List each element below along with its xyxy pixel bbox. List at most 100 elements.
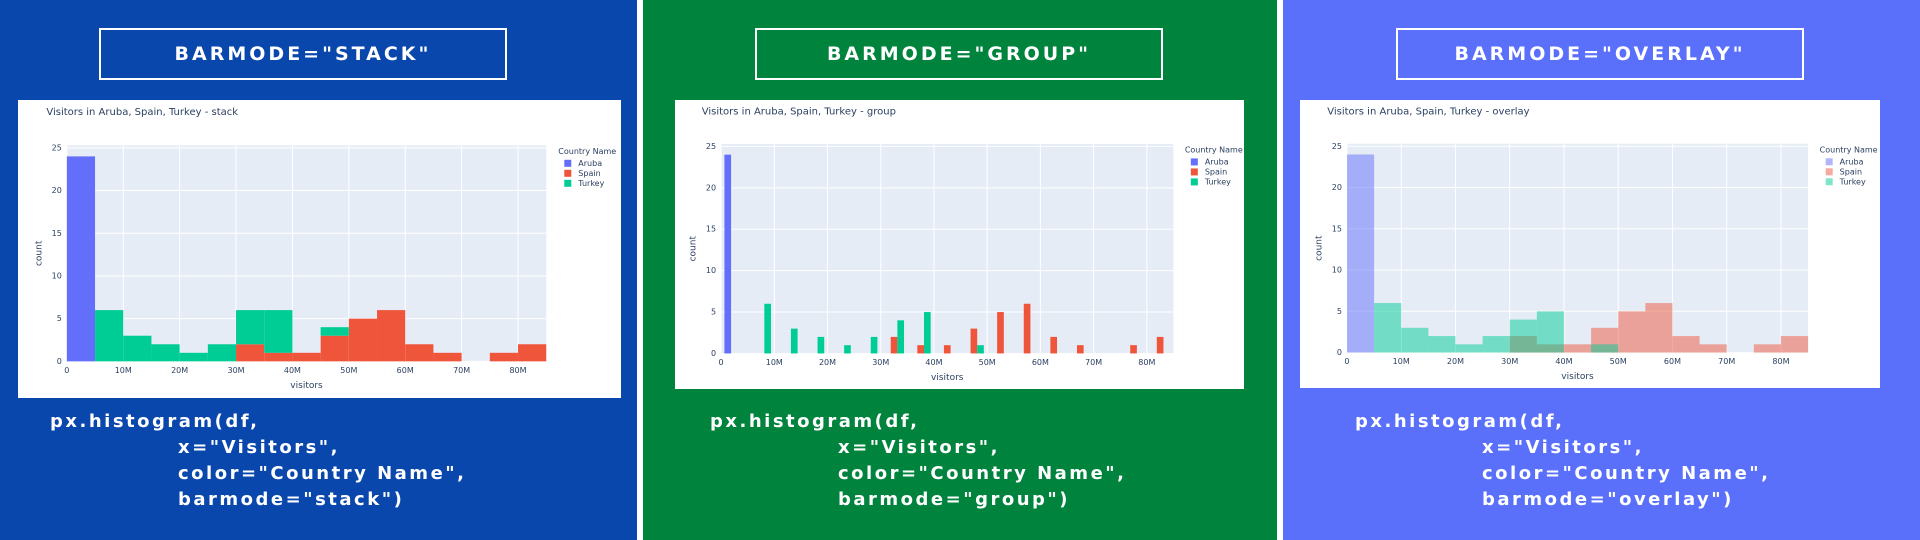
- chart-title: Visitors in Aruba, Spain, Turkey - overl…: [1327, 107, 1529, 118]
- histogram-bar: [997, 312, 1004, 354]
- x-tick-label: 70M: [1085, 358, 1102, 367]
- histogram-bar: [95, 310, 124, 362]
- y-tick-label: 15: [706, 225, 716, 234]
- legend-label: Spain: [1205, 167, 1227, 176]
- histogram-bar: [1455, 344, 1483, 353]
- histogram-bar: [236, 344, 265, 362]
- legend-swatch: [564, 179, 572, 187]
- histogram-bar: [1699, 344, 1727, 353]
- y-tick-label: 5: [57, 314, 62, 323]
- histogram-bar: [970, 328, 978, 354]
- x-tick-label: 80M: [509, 366, 526, 375]
- x-axis-label: visitors: [1561, 372, 1594, 382]
- histogram-bar: [1509, 319, 1537, 353]
- code-line: x="Visitors",: [838, 437, 1001, 458]
- histogram-bar: [236, 310, 265, 345]
- histogram-bar: [320, 327, 349, 336]
- panel-heading: BARMODE="STACK": [99, 28, 507, 80]
- panel-heading: BARMODE="GROUP": [755, 28, 1163, 80]
- histogram-bar: [1050, 336, 1058, 354]
- panel-heading: BARMODE="OVERLAY": [1396, 28, 1804, 80]
- legend-swatch: [564, 159, 572, 167]
- histogram-bar: [1563, 344, 1592, 353]
- x-tick-label: 10M: [115, 366, 132, 375]
- code-line: barmode="stack"): [178, 489, 405, 510]
- histogram-bar: [790, 328, 798, 354]
- histogram-bar: [489, 352, 519, 362]
- code-line: px.histogram(df,: [50, 411, 260, 432]
- x-tick-label: 60M: [1032, 358, 1049, 367]
- histogram-bar: [377, 310, 406, 362]
- y-tick-label: 0: [1337, 348, 1342, 357]
- chart: Visitors in Aruba, Spain, Turkey - group…: [675, 100, 1244, 389]
- histogram-bar: [320, 335, 349, 362]
- x-tick-label: 10M: [766, 358, 783, 367]
- code-line: x="Visitors",: [1482, 437, 1645, 458]
- y-tick-label: 0: [711, 349, 716, 358]
- histogram-bar: [66, 156, 96, 362]
- legend-label: Aruba: [578, 159, 602, 168]
- chart: Visitors in Aruba, Spain, Turkey - overl…: [1300, 100, 1880, 388]
- histogram-bar: [405, 344, 434, 362]
- histogram-bar: [1156, 336, 1164, 354]
- histogram-bar: [890, 336, 898, 354]
- x-tick-label: 0: [64, 366, 69, 375]
- code-line: barmode="overlay"): [1482, 489, 1734, 510]
- histogram-bar: [1645, 303, 1673, 353]
- histogram-bar: [724, 154, 732, 354]
- y-axis-label: count: [34, 240, 44, 266]
- histogram-bar: [264, 352, 293, 362]
- legend-title: Country Name: [558, 147, 616, 156]
- legend-swatch: [1825, 158, 1833, 166]
- legend-label: Spain: [1840, 167, 1862, 176]
- code-line: px.histogram(df,: [710, 411, 920, 432]
- histogram-bar: [1076, 345, 1084, 354]
- y-tick-label: 5: [711, 308, 716, 317]
- x-tick-label: 80M: [1138, 358, 1155, 367]
- histogram-bar: [151, 344, 180, 362]
- legend-swatch: [1190, 168, 1198, 176]
- legend-swatch: [1825, 178, 1833, 186]
- x-tick-label: 30M: [872, 358, 889, 367]
- plot-area: [721, 143, 1174, 354]
- histogram-bar: [1753, 344, 1781, 353]
- plot-area: [66, 145, 547, 362]
- y-axis-label: count: [1314, 235, 1324, 261]
- legend-swatch: [1825, 168, 1833, 176]
- histogram-bar: [1591, 344, 1619, 353]
- chart-title: Visitors in Aruba, Spain, Turkey - stack: [46, 107, 238, 118]
- chart: Visitors in Aruba, Spain, Turkey - stack…: [18, 100, 621, 398]
- y-tick-label: 15: [1332, 224, 1342, 233]
- histogram-bar: [1401, 327, 1429, 353]
- x-tick-label: 60M: [397, 366, 414, 375]
- histogram-bar: [433, 352, 462, 362]
- y-tick-label: 15: [52, 229, 62, 238]
- x-tick-label: 80M: [1772, 357, 1789, 366]
- legend-title: Country Name: [1820, 145, 1878, 154]
- histogram-bar: [1482, 336, 1510, 353]
- legend-label: Aruba: [1205, 157, 1229, 166]
- x-tick-label: 40M: [284, 366, 301, 375]
- histogram-bar: [764, 303, 771, 354]
- histogram-bar: [817, 336, 825, 354]
- y-axis-label: count: [689, 236, 699, 262]
- y-tick-label: 20: [52, 186, 62, 195]
- x-tick-label: 0: [1344, 357, 1349, 366]
- x-tick-label: 50M: [340, 366, 357, 375]
- histogram-bar: [923, 312, 931, 354]
- chart-title: Visitors in Aruba, Spain, Turkey - group: [702, 107, 896, 118]
- histogram-bar: [870, 336, 878, 354]
- histogram-bar: [1618, 311, 1646, 353]
- y-tick-label: 20: [706, 183, 716, 192]
- histogram-bar: [1130, 345, 1137, 354]
- y-tick-label: 25: [1332, 142, 1342, 151]
- histogram-bar: [1780, 336, 1809, 353]
- histogram-bar: [844, 345, 851, 354]
- legend-swatch: [1190, 158, 1198, 166]
- x-axis-label: visitors: [931, 373, 964, 383]
- legend-swatch: [1190, 178, 1198, 186]
- y-tick-label: 0: [57, 357, 62, 366]
- y-tick-label: 10: [52, 271, 62, 280]
- x-tick-label: 50M: [979, 358, 996, 367]
- x-tick-label: 30M: [227, 366, 244, 375]
